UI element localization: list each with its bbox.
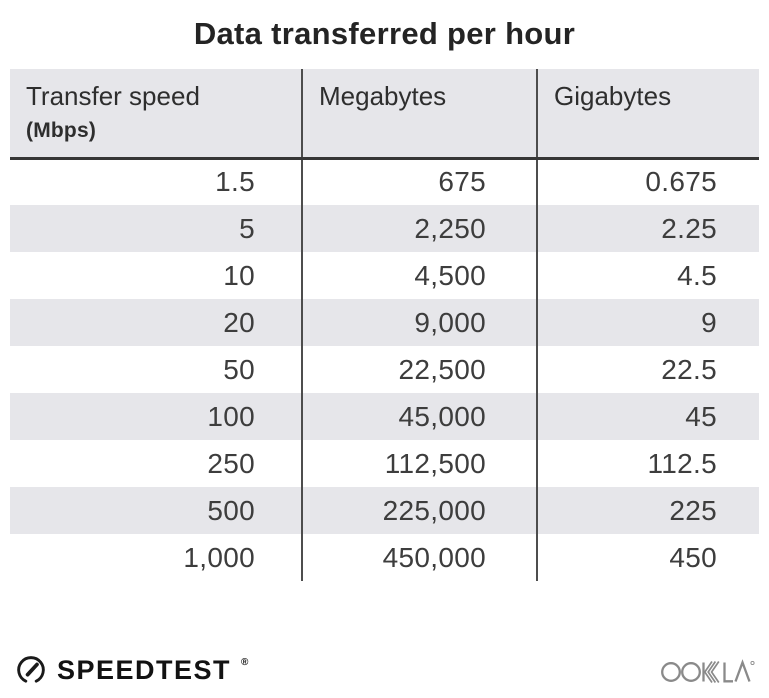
- table-cell: 20: [223, 306, 255, 338]
- column-header-transfer-speed: Transfer speed (Mbps): [10, 69, 302, 160]
- table-cell: 22,500: [301, 346, 537, 393]
- table-cell: 9: [536, 299, 759, 346]
- table-cell: 225,000: [301, 487, 537, 534]
- table-cell: 2,250: [301, 205, 537, 252]
- table-cell: 450,000: [301, 534, 537, 581]
- table-cell: 45: [536, 393, 759, 440]
- data-table: Transfer speed (Mbps) Megabytes Gigabyte…: [10, 69, 759, 581]
- table-cell: 1,000: [183, 541, 255, 573]
- table-cell: 45,000: [301, 393, 537, 440]
- column-header-megabytes: Megabytes: [301, 69, 537, 160]
- table-row: 20 9,000 9: [10, 299, 759, 346]
- table-cell: 2.25: [536, 205, 759, 252]
- table-cell: 100: [207, 400, 255, 432]
- table-cell: 0.675: [536, 158, 759, 205]
- table-cell: 500: [207, 494, 255, 526]
- column-header-label: Gigabytes: [554, 81, 672, 111]
- table-cell: 225: [536, 487, 759, 534]
- table-cell: 22.5: [536, 346, 759, 393]
- table-cell: 1.5: [215, 166, 255, 198]
- speedtest-logo: SPEEDTEST ®: [14, 653, 249, 687]
- table-cell: 4,500: [301, 252, 537, 299]
- table-header: Transfer speed (Mbps) Megabytes Gigabyte…: [10, 69, 759, 160]
- speedometer-gauge-icon: [17, 656, 45, 683]
- table-cell: 4.5: [536, 252, 759, 299]
- table-cell: 675: [301, 158, 537, 205]
- table-body: 1.5 675 0.675 5 2,250 2.25 10 4,500 4.5 20 9,000 9 5…: [10, 158, 759, 581]
- table-cell: 10: [223, 259, 255, 291]
- column-header-label: Megabytes: [319, 81, 447, 111]
- table-row: 5 2,250 2.25: [10, 205, 759, 252]
- ookla-logo: OOKLA: [661, 657, 755, 684]
- speedtest-wordmark: SPEEDTEST: [57, 654, 232, 685]
- table-row: 250 112,500 112.5: [10, 440, 759, 487]
- table-row: 1.5 675 0.675: [10, 158, 759, 205]
- footer: SPEEDTEST ® OOKLA: [14, 650, 755, 690]
- table-row: 500 225,000 225: [10, 487, 759, 534]
- table-cell: 50: [223, 353, 255, 385]
- table-row: 1,000 450,000 450: [10, 534, 759, 581]
- table-cell: 112.5: [536, 440, 759, 487]
- header-row: Transfer speed (Mbps) Megabytes Gigabyte…: [10, 69, 759, 160]
- table-cell: 9,000: [301, 299, 537, 346]
- table-cell: 112,500: [301, 440, 537, 487]
- column-header-unit: (Mbps): [26, 119, 97, 142]
- table-cell: 450: [536, 534, 759, 581]
- ookla-wordmark-icon: [661, 658, 755, 683]
- table-row: 100 45,000 45: [10, 393, 759, 440]
- page-title: Data transferred per hour: [193, 16, 576, 51]
- speedtest-trademark: ®: [241, 656, 249, 668]
- column-header-gigabytes: Gigabytes: [536, 69, 759, 160]
- column-header-label: Transfer speed: [26, 81, 200, 111]
- table-cell: 5: [239, 212, 255, 244]
- table-row: 50 22,500 22.5: [10, 346, 759, 393]
- table-row: 10 4,500 4.5: [10, 252, 759, 299]
- table-cell: 250: [207, 447, 255, 479]
